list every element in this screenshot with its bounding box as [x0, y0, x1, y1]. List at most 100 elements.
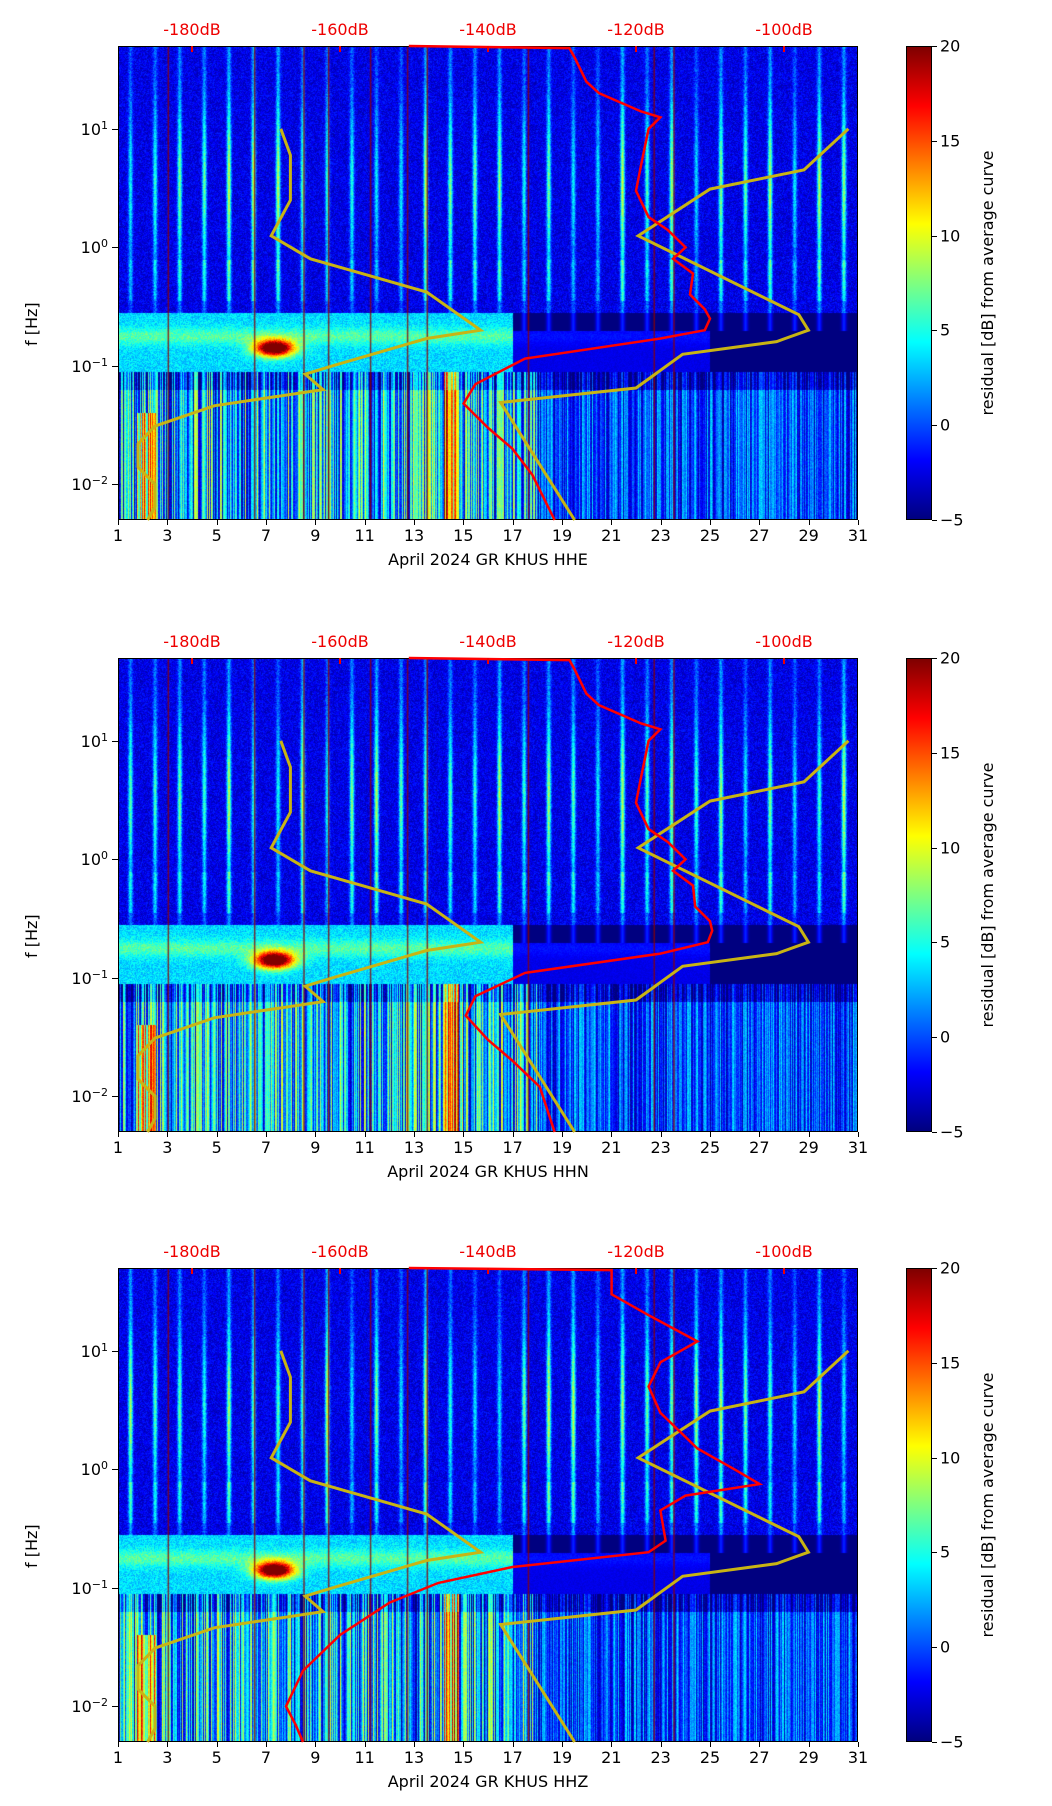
x-tick-label: 23: [650, 1748, 671, 1767]
x-tick-label: 5: [211, 1748, 222, 1767]
low-noise-model-line: [136, 128, 485, 521]
colorbar-tick-mark: [932, 1457, 937, 1459]
x-tick-mark: [562, 520, 563, 525]
curves-overlay: [136, 1266, 850, 1743]
x-tick-label: 25: [699, 1138, 721, 1157]
x-tick-label: 27: [749, 1748, 770, 1767]
y-tick-mark: [112, 1587, 118, 1589]
colorbar-tick-mark: [932, 658, 937, 659]
x-tick-mark: [562, 1742, 563, 1747]
x-tick-mark: [266, 1132, 267, 1137]
x-tick-label: 29: [798, 1748, 819, 1767]
x-tick-mark: [266, 1742, 267, 1747]
y-tick-base: 10: [71, 475, 92, 495]
x-tick-mark: [167, 1742, 169, 1747]
y-tick-exponent: −2: [91, 1696, 108, 1710]
colorbar-tick-label: −5: [940, 510, 964, 530]
x-tick-label: 11: [354, 1138, 375, 1157]
x-tick-label: 13: [403, 526, 425, 545]
y-tick-mark: [112, 365, 118, 367]
y-tick-mark: [112, 1706, 118, 1708]
colorbar-tick-mark: [932, 1742, 937, 1743]
colorbar-tick-label: 20: [940, 1258, 961, 1278]
top-tick-mark: [339, 658, 341, 664]
x-tick-mark: [808, 1132, 810, 1137]
y-tick-mark: [112, 977, 118, 979]
colorbar-tick-label: 15: [940, 1353, 961, 1373]
colorbar: [906, 46, 932, 520]
top-tick-label: -180dB: [163, 20, 221, 39]
colorbar-tick-label: 10: [940, 1448, 961, 1468]
y-tick-base: 10: [80, 1460, 101, 1480]
y-axis-label: f [Hz]: [22, 302, 41, 346]
y-tick-exponent: −1: [91, 1577, 108, 1591]
x-tick-mark: [660, 1132, 662, 1137]
top-tick-label: -120dB: [607, 20, 665, 39]
y-tick-exponent: 1: [101, 118, 108, 132]
x-tick-mark: [710, 520, 711, 525]
colorbar-tick-mark: [932, 235, 937, 237]
top-tick-mark: [191, 46, 193, 52]
colorbar-tick-label: 10: [940, 838, 961, 858]
colorbar-tick-label: 0: [940, 1027, 951, 1047]
x-tick-mark: [808, 520, 810, 525]
x-tick-label: 17: [502, 1138, 523, 1157]
x-tick-mark: [364, 520, 366, 525]
colorbar-tick-label: 20: [940, 36, 961, 56]
y-tick-label: 100: [81, 237, 108, 257]
y-tick-mark: [112, 1469, 118, 1471]
x-tick-label: 23: [650, 1138, 671, 1157]
y-tick-mark: [112, 247, 118, 249]
y-axis-label: f [Hz]: [22, 914, 41, 958]
y-tick-base: 10: [71, 1087, 92, 1107]
colorbar-tick-mark: [932, 1132, 937, 1133]
x-tick-label: 15: [453, 1138, 474, 1157]
colorbar-tick-label: 5: [940, 320, 951, 340]
y-tick-base: 10: [80, 1341, 101, 1361]
x-tick-label: 25: [699, 526, 721, 545]
x-tick-label: 23: [650, 526, 671, 545]
y-tick-label: 101: [81, 731, 108, 751]
top-tick-mark: [783, 658, 785, 664]
top-tick-mark: [635, 658, 637, 664]
x-tick-label: 19: [551, 526, 573, 545]
x-tick-mark: [167, 520, 169, 525]
top-tick-mark: [635, 46, 637, 52]
colorbar-tick-label: 0: [940, 1637, 951, 1657]
x-tick-mark: [315, 1132, 317, 1137]
y-tick-exponent: −1: [91, 967, 108, 981]
x-tick-mark: [315, 1742, 317, 1747]
spectrogram-panel-2: -180dB -160dB -140dB -120dB -100dB 1 3 5 7 9 11 13 1…: [0, 632, 1052, 1258]
x-tick-label: 5: [211, 526, 222, 545]
y-tick-base: 10: [80, 850, 101, 870]
x-tick-mark: [118, 1742, 119, 1747]
colorbar-tick-mark: [932, 752, 937, 754]
y-tick-label: 101: [81, 1341, 108, 1361]
top-tick-label: -140dB: [459, 632, 517, 651]
y-tick-base: 10: [71, 1578, 92, 1598]
spectrogram-panel-1: -180dB -160dB -140dB -120dB -100dB 1 3 5 7 9 11 13 1…: [0, 20, 1052, 646]
y-tick-mark: [112, 1350, 118, 1352]
y-tick-exponent: −2: [91, 1086, 108, 1100]
x-tick-label: 17: [502, 526, 523, 545]
x-axis-label: April 2024 GR KHUS HHN: [387, 1162, 589, 1181]
y-tick-label: 10−2: [71, 474, 108, 494]
y-tick-exponent: 0: [101, 849, 108, 863]
x-tick-label: 5: [211, 1138, 222, 1157]
x-tick-label: 9: [310, 1138, 321, 1157]
y-tick-label: 100: [81, 1459, 108, 1479]
x-tick-mark: [414, 520, 415, 525]
y-tick-mark: [112, 128, 118, 130]
x-tick-label: 25: [699, 1748, 721, 1767]
y-tick-exponent: 1: [101, 730, 108, 744]
colorbar-tick-mark: [932, 1552, 937, 1554]
y-tick-label: 10−1: [71, 968, 108, 988]
x-tick-label: 29: [798, 1138, 819, 1157]
top-tick-label: -120dB: [607, 632, 665, 651]
x-tick-mark: [611, 520, 613, 525]
colorbar-tick-mark: [932, 942, 937, 944]
x-tick-label: 13: [403, 1138, 425, 1157]
colorbar-tick-mark: [932, 847, 937, 849]
colorbar-label: residual [dB] from average curve: [978, 1372, 997, 1638]
high-noise-model-line: [498, 739, 850, 1133]
